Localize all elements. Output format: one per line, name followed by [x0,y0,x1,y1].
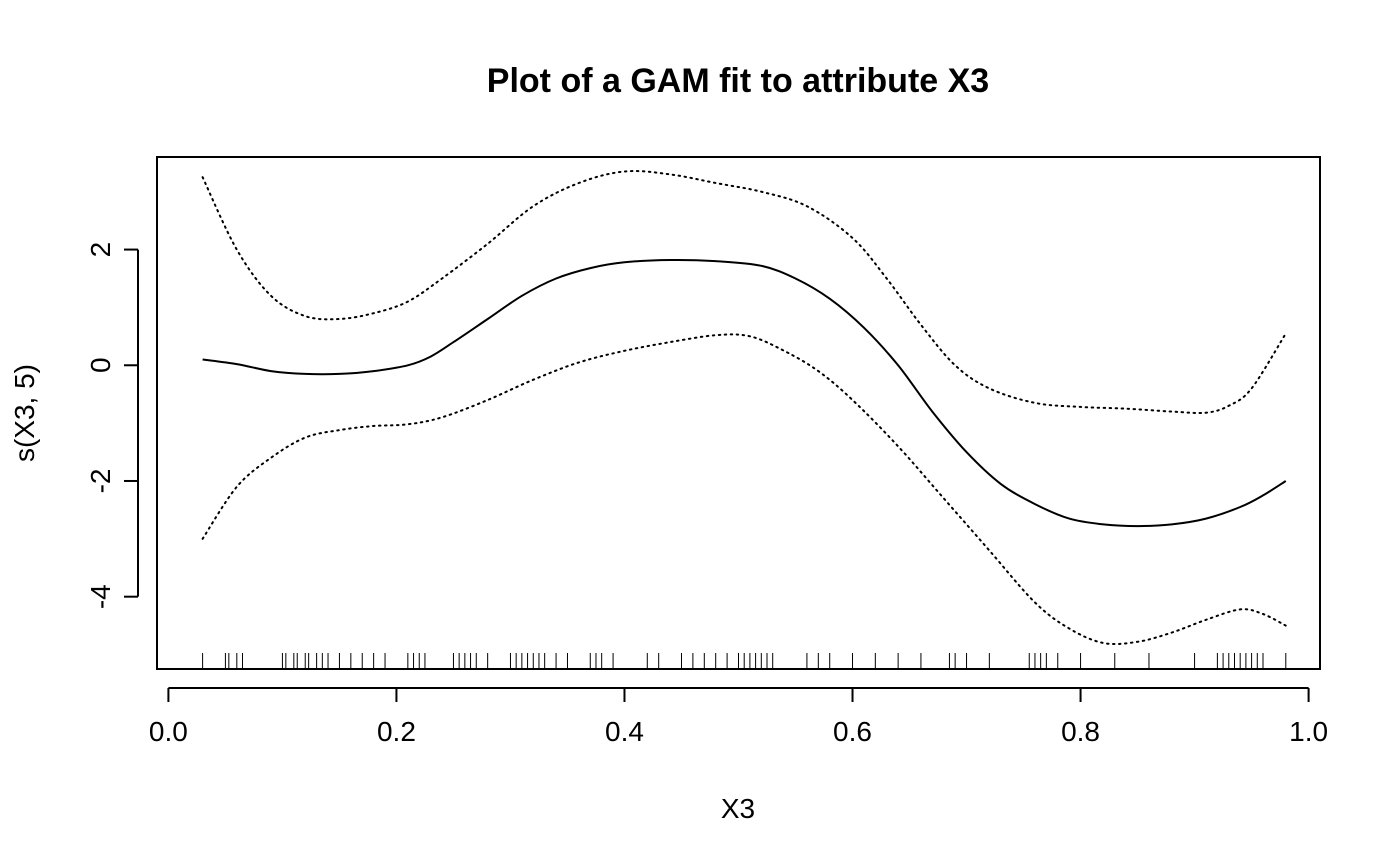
x-tick-label: 0.0 [149,716,188,747]
y-axis: -4 -2 0 2 [85,242,139,609]
fit-line [202,258,1287,528]
y-tick-label: -2 [85,469,116,494]
x-axis-label: X3 [721,793,755,824]
lower-band-line [201,333,1287,646]
x-tick-label: 0.6 [833,716,872,747]
x-tick-label: 1.0 [1289,716,1328,747]
rug [202,653,1287,669]
x-axis: 0.0 0.2 0.4 0.6 0.8 1.0 [149,687,1328,747]
y-axis-label: s(X3, 5) [9,364,40,462]
x-tick-label: 0.2 [377,716,416,747]
upper-band-line [201,170,1287,415]
x-tick-label: 0.8 [1061,716,1100,747]
y-tick-label: 0 [85,357,116,373]
chart-title: Plot of a GAM fit to attribute X3 [487,62,989,100]
x-tick-label: 0.4 [605,716,644,747]
y-tick-label: -4 [85,584,116,609]
plot-frame [156,156,1321,670]
y-tick-label: 2 [85,242,116,258]
series-layer [201,170,1287,646]
